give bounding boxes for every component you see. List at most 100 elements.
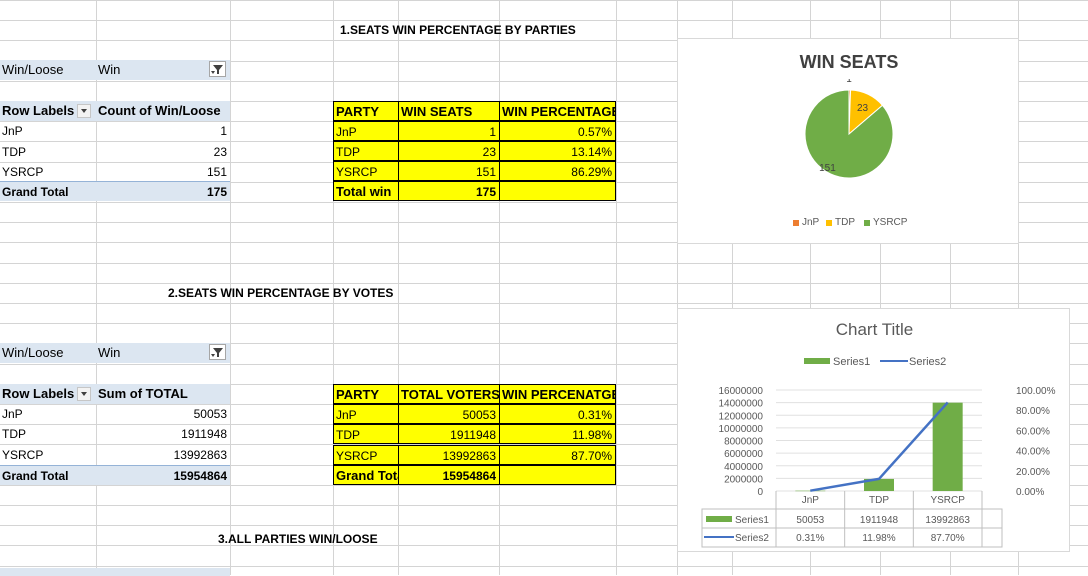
y-tick-label: 12000000 xyxy=(719,411,764,422)
table1-cell: 0.57% xyxy=(499,121,616,141)
x-category-label: JnP xyxy=(802,495,820,506)
y-tick-label: 6000000 xyxy=(724,449,763,460)
pie-data-label: 151 xyxy=(819,163,836,174)
pivot1-row-label: JnP xyxy=(2,124,23,138)
pivot2-row-value: 13992863 xyxy=(173,448,227,462)
y-tick-label: 10000000 xyxy=(719,424,764,435)
legend-label: YSRCP xyxy=(873,217,908,228)
filter-icon xyxy=(211,65,223,74)
table1-cell: JnP xyxy=(333,121,399,141)
data-table-cell: 11.98% xyxy=(862,533,895,544)
filter-icon xyxy=(211,348,223,357)
data-table-key-series1 xyxy=(706,516,732,522)
line-series2[interactable] xyxy=(810,401,949,492)
table1-cell: 151 xyxy=(398,161,500,181)
table1-cell: 13.14% xyxy=(499,141,616,161)
table2-total-empty xyxy=(499,465,616,485)
table1-cell: 86.29% xyxy=(499,161,616,181)
section1-heading: 1.SEATS WIN PERCENTAGE BY PARTIES xyxy=(340,23,576,37)
pivot1-row-label: YSRCP xyxy=(2,165,44,179)
filter-label-2: Win/Loose xyxy=(0,343,96,363)
bar-series1[interactable] xyxy=(864,478,894,491)
y2-tick-label: 80.00% xyxy=(1016,406,1050,417)
pie-plot: 1 23 151 xyxy=(804,79,894,179)
section3-heading: 3.ALL PARTIES WIN/LOOSE xyxy=(218,532,378,546)
table1-cell: TDP xyxy=(333,141,399,161)
row-labels-dropdown-2[interactable] xyxy=(77,387,91,401)
y-tick-label: 4000000 xyxy=(724,462,763,473)
data-table-cell: 1911948 xyxy=(860,515,899,526)
table2-cell: TDP xyxy=(333,424,399,444)
x-category-label: YSRCP xyxy=(930,495,965,506)
y2-tick-label: 40.00% xyxy=(1016,447,1050,458)
pivot2-col1-header: Row Labels xyxy=(0,384,96,404)
table1-cell: 1 xyxy=(398,121,500,141)
filter-button-2[interactable] xyxy=(209,344,226,360)
legend-label: JnP xyxy=(802,217,820,228)
pie-data-label: 1 xyxy=(846,79,852,85)
pivot2-total-value: 15954864 xyxy=(96,465,230,485)
pivot1-row-value: 1 xyxy=(220,124,227,138)
legend-swatch xyxy=(826,219,832,226)
pivot2-row-value: 50053 xyxy=(193,407,227,421)
x-category-label: TDP xyxy=(869,495,889,506)
table2-cell: 0.31% xyxy=(499,404,616,424)
pie-legend: JnP TDP YSRCP xyxy=(678,217,1020,231)
y-tick-label: 0 xyxy=(757,487,763,498)
filter-button-1[interactable] xyxy=(209,61,226,77)
pivot1-total-value: 175 xyxy=(96,181,230,201)
filter-value-2: Win xyxy=(96,343,230,363)
combo-chart[interactable]: Chart Title Series1 Series2 16000000 140000… xyxy=(677,308,1070,552)
y2-tick-label: 100.00% xyxy=(1016,386,1056,397)
pivot2-row-value: 1911948 xyxy=(181,427,227,441)
pivot2-total-label: Grand Total xyxy=(0,465,96,485)
pivot1-col1-header: Row Labels xyxy=(0,101,96,121)
bar-series1[interactable] xyxy=(795,490,826,492)
table1-total-value: 175 xyxy=(398,181,500,201)
y2-tick-label: 20.00% xyxy=(1016,467,1050,478)
data-table-cell: 13992863 xyxy=(925,515,970,526)
legend-swatch xyxy=(793,219,799,226)
pivot1-col2-header: Count of Win/Loose xyxy=(96,101,230,121)
table2-cell: 11.98% xyxy=(499,424,616,444)
data-table-row-label: Series1 xyxy=(735,515,769,526)
table2-total-label: Grand Total xyxy=(333,465,399,485)
legend-swatch xyxy=(864,219,870,226)
table2-cell: 50053 xyxy=(398,404,500,424)
pie-slice-ysrcp[interactable] xyxy=(804,89,894,179)
table1-header: WIN SEATS xyxy=(398,101,500,121)
table2-cell: 13992863 xyxy=(398,445,500,465)
data-table-row-label: Series2 xyxy=(735,533,769,544)
y-tick-label: 8000000 xyxy=(724,437,763,448)
pivot3-partial-row xyxy=(0,568,230,576)
table1-cell: YSRCP xyxy=(333,161,399,181)
bar-series1[interactable] xyxy=(932,402,963,491)
filter-value-1: Win xyxy=(96,60,230,80)
table2-cell: YSRCP xyxy=(333,445,399,465)
legend-label-series1: Series1 xyxy=(833,356,870,368)
table1-header: PARTY xyxy=(333,101,399,121)
table1-total-label: Total win xyxy=(333,181,399,201)
pie-legend-item: YSRCP xyxy=(864,217,907,228)
legend-label-series2: Series2 xyxy=(909,356,946,368)
table1-header: WIN PERCENTAGE xyxy=(499,101,616,121)
pie-legend-item: TDP xyxy=(826,217,855,228)
pivot1-row-value: 23 xyxy=(213,145,227,159)
data-table-cell: 0.31% xyxy=(796,533,824,544)
y2-tick-label: 60.00% xyxy=(1016,426,1050,437)
table2-cell: JnP xyxy=(333,404,399,424)
table2-header: TOTAL VOTERS xyxy=(398,384,500,404)
table2-cell: 1911948 xyxy=(398,424,500,444)
pie-chart-title: WIN SEATS xyxy=(799,52,899,72)
y-tick-label: 14000000 xyxy=(719,399,764,410)
y-tick-label: 16000000 xyxy=(719,386,764,397)
pivot2-col2-header: Sum of TOTAL xyxy=(96,384,230,404)
combo-chart-title: Chart Title xyxy=(835,320,914,339)
y2-tick-label: 0.00% xyxy=(1016,487,1044,498)
row-labels-dropdown-1[interactable] xyxy=(77,104,91,118)
pie-data-label: 23 xyxy=(857,103,869,114)
pivot2-row-label: TDP xyxy=(2,427,26,441)
pie-chart[interactable]: WIN SEATS 1 23 151 JnP TDP YSRCP xyxy=(677,38,1019,244)
